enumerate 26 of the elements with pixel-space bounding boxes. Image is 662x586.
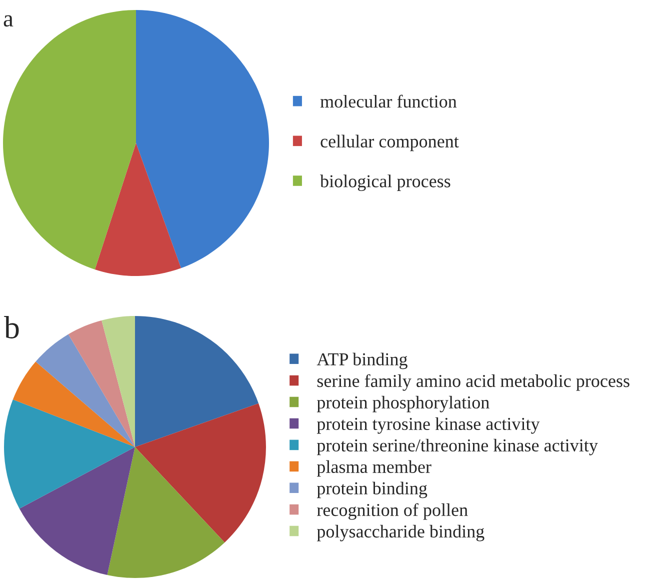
pie-slice [102, 316, 135, 447]
legend-label: protein phosphorylation [316, 396, 490, 412]
legend-label: plasma member [316, 460, 432, 477]
legend-label: recognition of pollen [317, 503, 468, 520]
pie-slice [135, 316, 259, 447]
legend-label: serine family amino acid metabolic process [317, 374, 630, 391]
pie-slice [136, 10, 269, 268]
chart-title: b [4, 316, 19, 338]
pie-slice [94, 143, 182, 276]
pie-slice [36, 334, 135, 447]
pie-slice [107, 447, 225, 578]
legend-label: polysaccharide binding [316, 524, 484, 542]
legend-label: protein tyrosine kinase activity [316, 417, 540, 434]
legend-label: ATP binding [316, 352, 408, 370]
pie-slice [19, 447, 135, 576]
pie-slice [4, 400, 135, 509]
legend-label: molecular function [320, 94, 457, 108]
pie-slice [68, 320, 135, 447]
legend-label: biological process [320, 174, 450, 192]
legend-label: protein binding [316, 482, 428, 498]
legend-label: protein serine/threonine kinase activity [316, 438, 598, 456]
chart-title: a [4, 15, 14, 27]
pie-slice [3, 10, 136, 270]
pie-slice [12, 362, 135, 447]
legend-label: cellular component [320, 134, 459, 152]
pie-slice [135, 403, 266, 542]
